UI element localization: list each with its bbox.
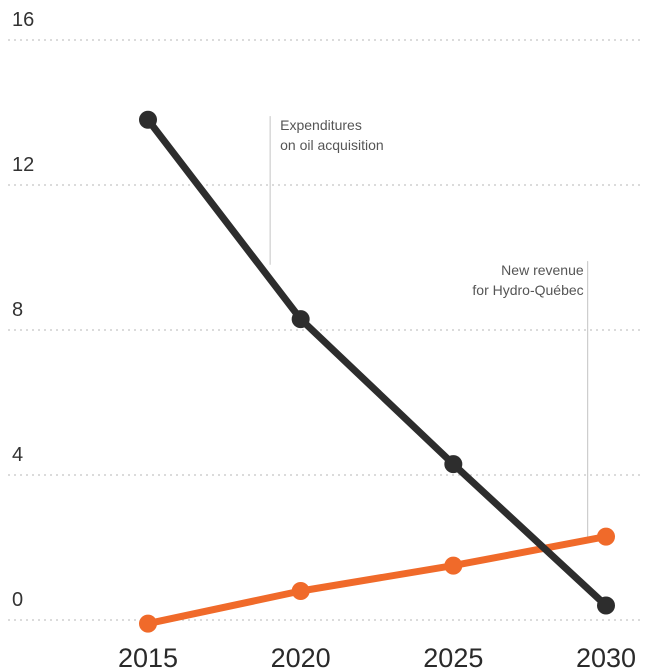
series-2-line: [144, 533, 610, 628]
annotation-2-line-2: for Hydro-Québec: [472, 282, 583, 298]
series-1-line: [144, 116, 610, 609]
x-tick-label-2020: 2020: [271, 643, 331, 672]
y-tick-label-0: 0: [12, 589, 23, 611]
series-1-point-2030: [597, 596, 615, 615]
annotation-1-line-1: Expenditures: [280, 117, 362, 133]
gridlines: [8, 39, 642, 621]
annotations: Expenditures on oil acquisition New revenu…: [269, 116, 589, 537]
series-2: [139, 527, 615, 633]
series-1-point-2015: [139, 110, 157, 129]
x-axis-ticks: 2015 2020 2025 2030: [118, 643, 636, 672]
y-axis-ticks: 0 4 8 12 16: [12, 9, 34, 611]
x-tick-label-2030: 2030: [576, 643, 636, 672]
series: [139, 110, 615, 633]
annotation-2-line-1: New revenue: [501, 262, 584, 278]
y-tick-label-4: 4: [12, 444, 23, 466]
series-1-point-2025: [444, 455, 463, 474]
y-tick-label-16: 16: [12, 9, 34, 31]
annotation-1-line-2: on oil acquisition: [280, 137, 384, 153]
x-tick-label-2025: 2025: [423, 643, 483, 672]
series-2-point-2030: [597, 527, 615, 546]
y-tick-label-8: 8: [12, 299, 23, 321]
series-2-point-2020: [291, 582, 310, 600]
series-1: [139, 110, 615, 615]
series-2-point-2025: [444, 556, 463, 575]
series-1-point-2020: [291, 310, 310, 329]
series-2-point-2015: [139, 614, 157, 633]
y-tick-label-12: 12: [12, 154, 34, 176]
x-tick-label-2015: 2015: [118, 643, 178, 672]
